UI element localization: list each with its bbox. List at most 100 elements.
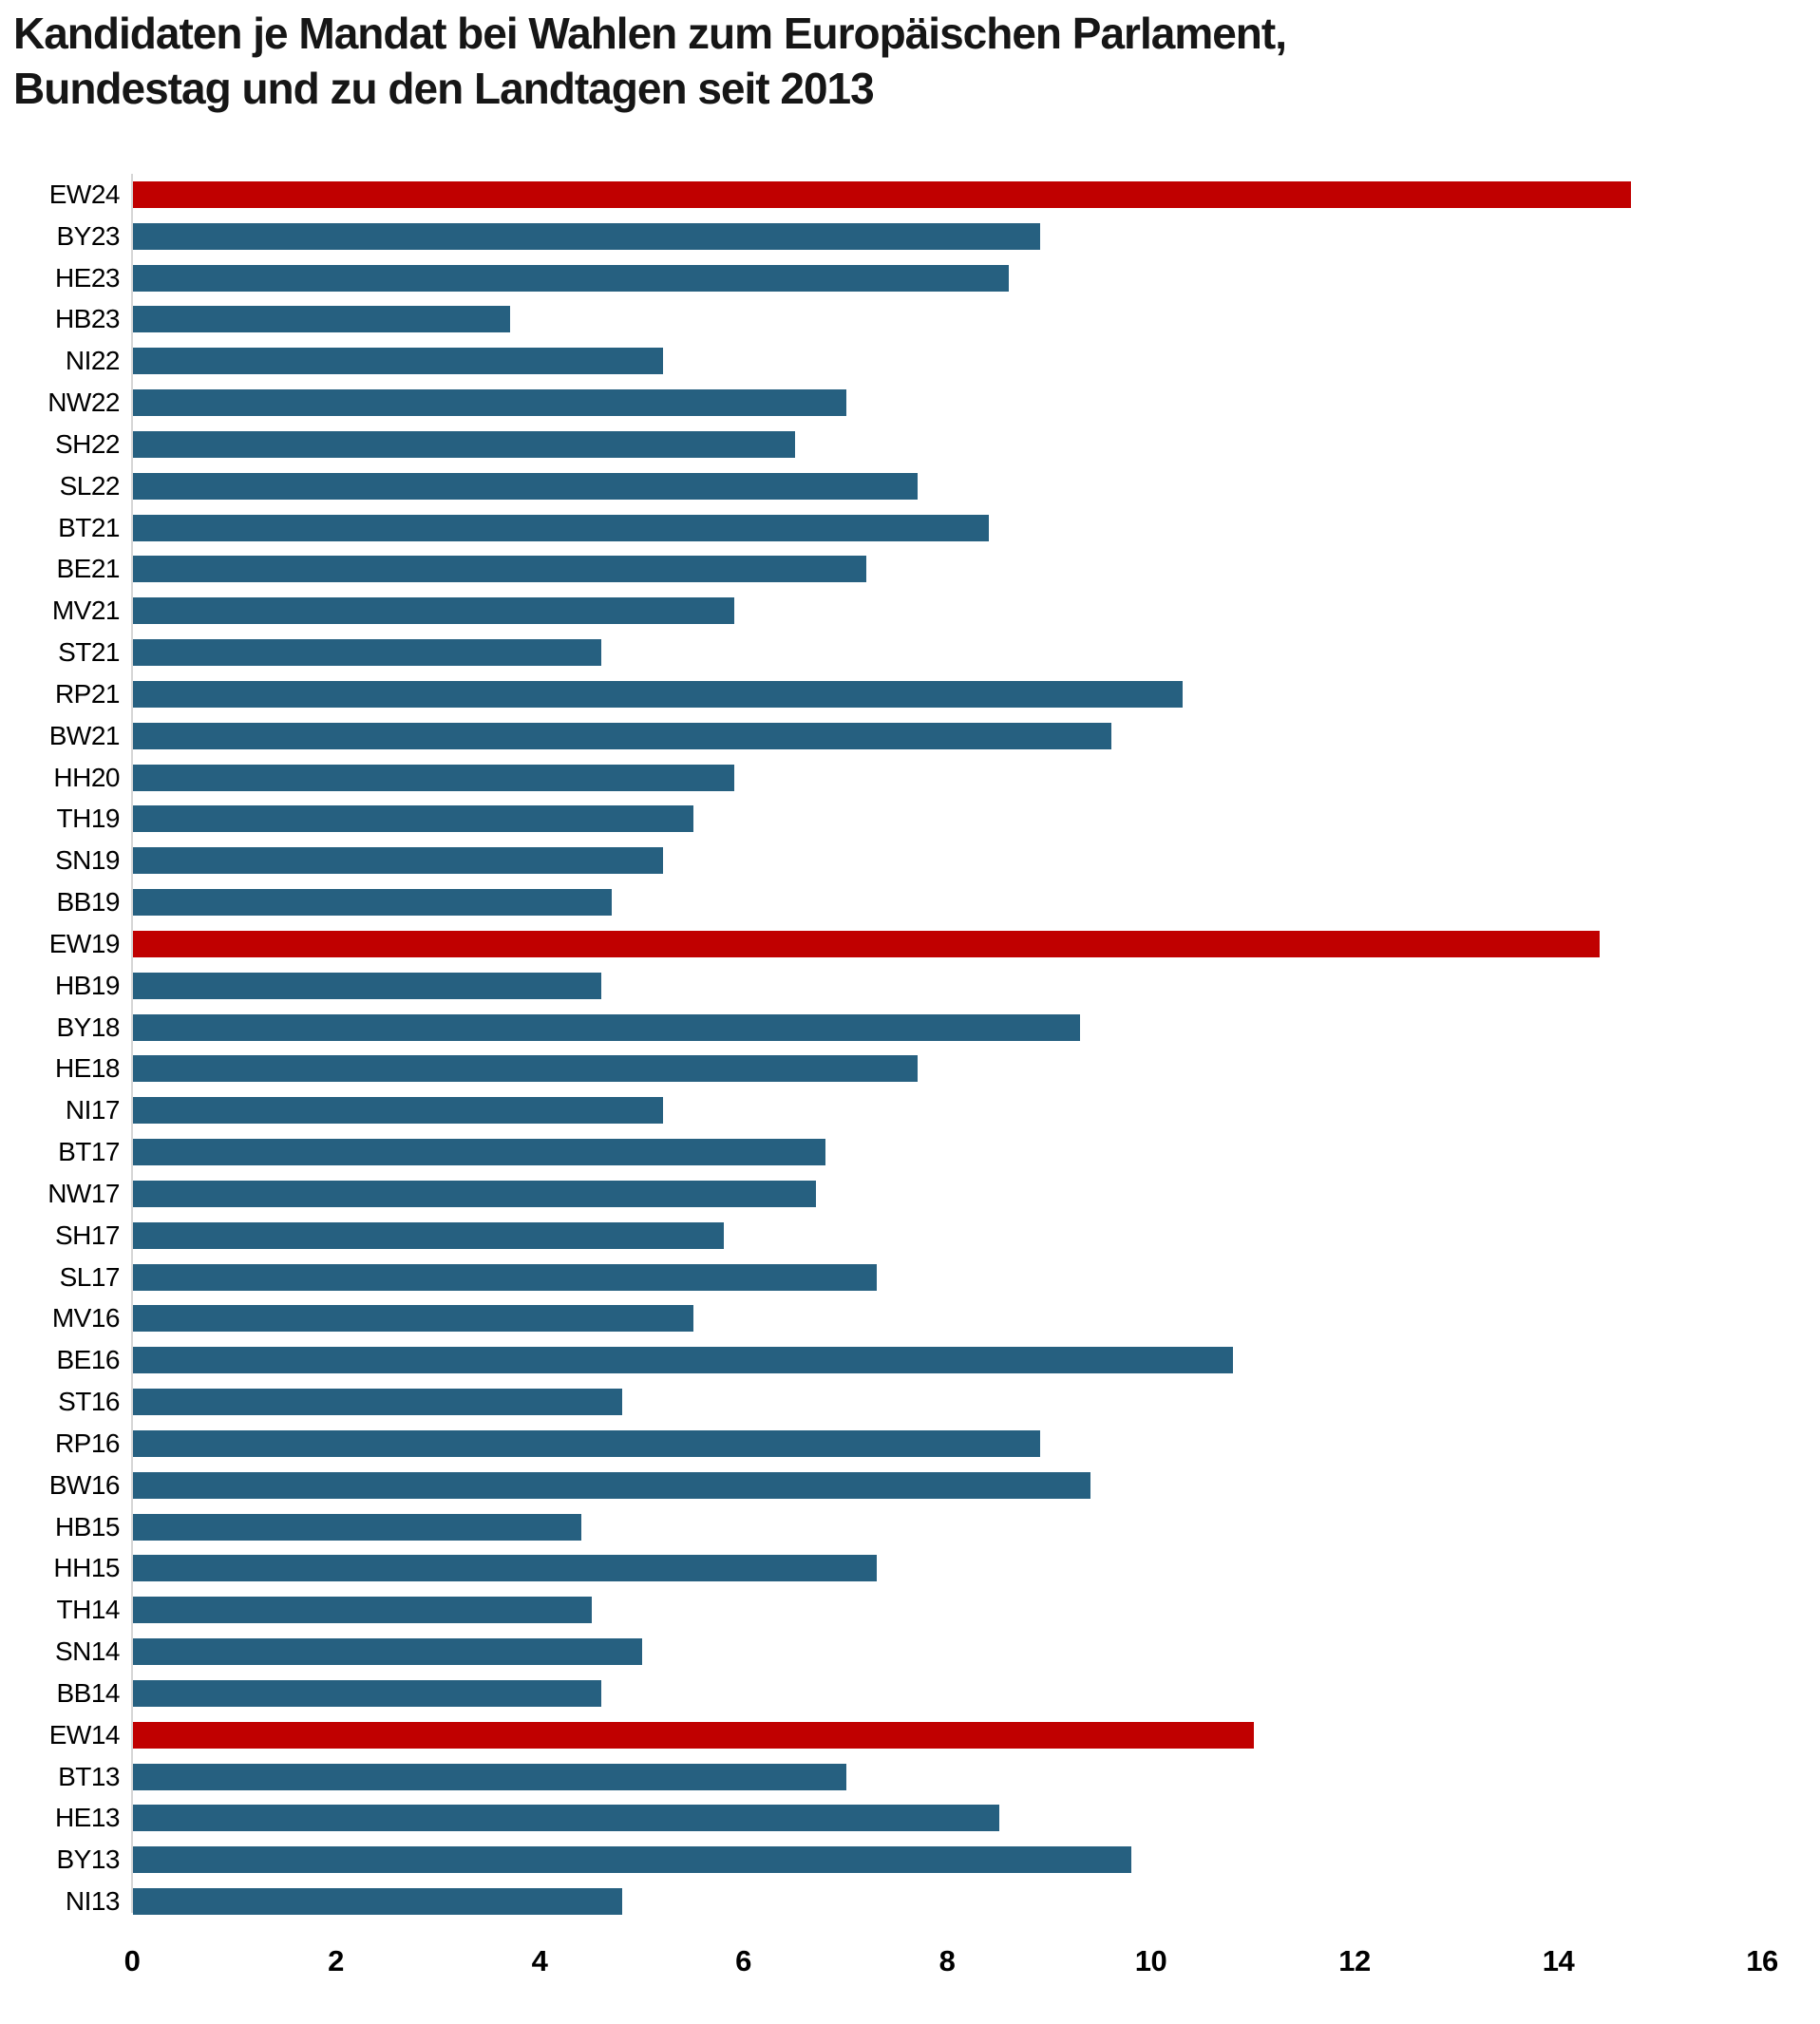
- bar-row: EW14: [0, 1720, 1820, 1764]
- bar-row: HH15: [0, 1553, 1820, 1597]
- bar: [133, 889, 613, 917]
- bar: [133, 1679, 602, 1707]
- bar-row: BT13: [0, 1762, 1820, 1806]
- bar-row: TH19: [0, 804, 1820, 847]
- category-label: BW21: [48, 720, 121, 750]
- bar: [133, 1180, 816, 1207]
- bar-highlighted: [133, 181, 1631, 208]
- x-axis-tick-label: 14: [1542, 1944, 1575, 1977]
- bar-highlighted: [133, 930, 1601, 957]
- x-axis-tick-label: 16: [1746, 1944, 1778, 1977]
- bar: [133, 1638, 643, 1666]
- category-label: SN14: [54, 1636, 121, 1667]
- bar: [133, 1097, 663, 1125]
- bar-row: ST16: [0, 1387, 1820, 1430]
- bar: [133, 1347, 1234, 1374]
- category-label: NI13: [65, 1886, 121, 1917]
- chart-title-line-1: Kandidaten je Mandat bei Wahlen zum Euro…: [13, 9, 1287, 58]
- category-label: BB14: [56, 1677, 121, 1708]
- bar: [133, 1263, 877, 1291]
- bar: [133, 764, 734, 791]
- category-label: ST16: [58, 1387, 120, 1417]
- bar-row: TH14: [0, 1595, 1820, 1638]
- bar: [133, 972, 602, 999]
- bar: [133, 264, 1010, 292]
- bar: [133, 389, 846, 417]
- bar-row: HE18: [0, 1053, 1820, 1097]
- bar-row: SN14: [0, 1636, 1820, 1680]
- category-label: HE18: [54, 1053, 121, 1084]
- x-axis-tick-label: 2: [328, 1944, 344, 1977]
- bar: [133, 1597, 592, 1624]
- category-label: TH19: [56, 804, 121, 834]
- bar: [133, 348, 663, 375]
- x-axis-tick-label: 4: [531, 1944, 548, 1977]
- category-label: SN19: [54, 845, 121, 876]
- bar-row: BE16: [0, 1345, 1820, 1389]
- bar-row: RP21: [0, 679, 1820, 723]
- bar-row: SL17: [0, 1262, 1820, 1306]
- bar-row: BT21: [0, 513, 1820, 557]
- category-label: HB15: [54, 1511, 121, 1542]
- category-label: NI17: [65, 1095, 121, 1125]
- bar-row: NI17: [0, 1095, 1820, 1139]
- category-label: NW22: [47, 388, 120, 418]
- bar: [133, 680, 1183, 708]
- bar: [133, 1429, 1040, 1457]
- bar-row: BE21: [0, 554, 1820, 597]
- bar-row: SL22: [0, 471, 1820, 515]
- bar: [133, 222, 1040, 250]
- bar: [133, 722, 1111, 749]
- bar-row: MV21: [0, 596, 1820, 639]
- x-axis-tick-label: 0: [123, 1944, 141, 1977]
- bar-row: RP16: [0, 1428, 1820, 1472]
- bar: [133, 1389, 622, 1416]
- bar: [133, 1221, 725, 1249]
- category-label: EW14: [48, 1719, 121, 1750]
- category-label: NI22: [65, 346, 121, 376]
- category-label: EW19: [48, 928, 121, 958]
- category-label: MV16: [51, 1303, 121, 1334]
- bar-row: NI13: [0, 1886, 1820, 1930]
- category-label: RP21: [54, 678, 121, 709]
- category-label: SL22: [59, 470, 121, 501]
- bar-row: NW17: [0, 1179, 1820, 1222]
- category-label: ST21: [58, 637, 120, 668]
- bar-row: EW24: [0, 180, 1820, 223]
- bar: [133, 1471, 1091, 1499]
- category-label: BT21: [58, 512, 120, 542]
- bar: [133, 1513, 581, 1541]
- category-label: HH15: [53, 1553, 120, 1583]
- category-label: BB19: [56, 887, 121, 917]
- bar: [133, 1805, 999, 1832]
- category-label: TH14: [56, 1595, 121, 1625]
- category-label: HH20: [53, 762, 120, 792]
- bar: [133, 1055, 918, 1083]
- category-label: BE21: [56, 554, 121, 584]
- category-label: NW17: [47, 1178, 120, 1208]
- bar: [133, 847, 663, 875]
- chart-title: Kandidaten je Mandat bei Wahlen zum Euro…: [13, 6, 1287, 116]
- bar-row: HE23: [0, 263, 1820, 307]
- category-label: SH22: [54, 428, 121, 459]
- bar: [133, 1763, 846, 1790]
- bar-row: BW21: [0, 721, 1820, 765]
- category-label: HB19: [54, 970, 121, 1000]
- category-label: BT13: [58, 1761, 120, 1791]
- bar-row: SH22: [0, 429, 1820, 473]
- category-label: EW24: [48, 180, 121, 209]
- bar: [133, 805, 693, 833]
- category-label: BY18: [56, 1012, 121, 1042]
- bar: [133, 597, 734, 625]
- bar: [133, 430, 796, 458]
- category-label: BT17: [58, 1137, 120, 1167]
- bar-highlighted: [133, 1721, 1254, 1749]
- category-label: HE13: [54, 1803, 121, 1833]
- bar-row: NW22: [0, 388, 1820, 431]
- bar-row: BY18: [0, 1012, 1820, 1056]
- bar-row: NI22: [0, 346, 1820, 389]
- bar: [133, 306, 510, 333]
- bar: [133, 1139, 826, 1166]
